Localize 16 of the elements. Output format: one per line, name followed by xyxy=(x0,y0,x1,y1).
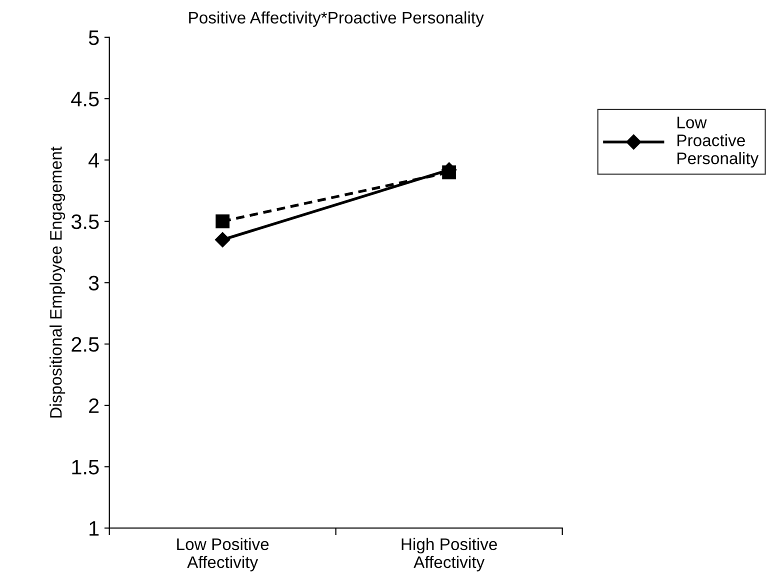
x-tick-label: High Positive Affectivity xyxy=(402,538,497,572)
y-axis-title: Dispositional Employee Engagement xyxy=(50,146,66,418)
chart-title: Positive Affectivity*Proactive Personality xyxy=(189,11,484,27)
point xyxy=(216,214,230,228)
y-tick-label: 3 xyxy=(88,276,99,290)
point xyxy=(215,232,230,248)
legend-label: Low Proactive Personality xyxy=(678,116,759,168)
y-tick-label: 4.5 xyxy=(71,92,99,106)
y-tick-label: 4 xyxy=(88,153,100,168)
y-tick-label: 3.5 xyxy=(71,214,99,230)
y-tick-label: 2 xyxy=(89,398,99,413)
x-tick-label: Low Positive Affectivity xyxy=(177,538,269,572)
y-tick-label: 2.5 xyxy=(72,337,99,352)
y-tick-label: 5 xyxy=(88,30,99,46)
y-tick-label: 1.5 xyxy=(72,460,99,474)
y-tick-label: 1 xyxy=(90,521,99,536)
